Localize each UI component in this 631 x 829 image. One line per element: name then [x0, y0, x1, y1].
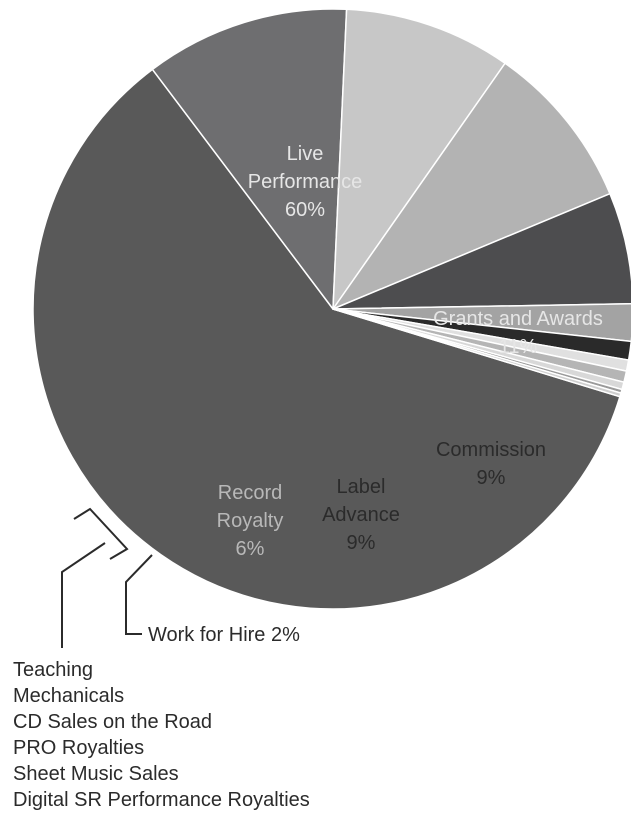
small-slices-legend: Teaching Mechanicals CD Sales on the Roa…: [13, 657, 310, 813]
slice-labels: Live Performance 60% Grants and Awards 11% Co…: [217, 143, 603, 560]
legend-item-pro-royalties: PRO Royalties: [13, 737, 145, 759]
pie-slice-live-performance: [32, 68, 621, 610]
legend-item-sheet-music: Sheet Music Sales: [13, 763, 179, 785]
slice-label-grants-and-awards: Grants and Awards 11%: [433, 308, 603, 358]
pie-slice-grants-and-awards: [151, 8, 348, 310]
work-for-hire-leader: [125, 554, 153, 635]
slice-label-record-royalty: Record Royalty 6%: [217, 482, 284, 560]
legend-item-digital-sr: Digital SR Performance Royalties: [13, 789, 310, 811]
callout-lines: [61, 507, 153, 648]
slice-label-live-performance: Live Performance 60%: [248, 143, 363, 221]
legend-item-cd-sales: CD Sales on the Road: [13, 711, 213, 733]
legend-item-teaching: Teaching: [13, 659, 94, 681]
pie-slice-label-advance: [332, 62, 611, 310]
slice-label-label-advance: Label Advance 9%: [322, 476, 400, 554]
work-for-hire-callout-label: Work for Hire 2%: [148, 624, 300, 646]
small-slices-leader: [61, 542, 106, 648]
pie-slices: [32, 8, 631, 610]
pie-slice-record-royalty: [332, 192, 631, 310]
slice-label-commission: Commission 9%: [436, 439, 546, 489]
pie-slice-work-for-hire: [332, 303, 631, 343]
legend-item-mechanicals: Mechanicals: [13, 685, 125, 707]
pie-slice-digital-sr-performance-royalties: [332, 308, 622, 398]
pie-slice-commission: [332, 8, 506, 310]
small-slices-bracket: [73, 507, 129, 560]
